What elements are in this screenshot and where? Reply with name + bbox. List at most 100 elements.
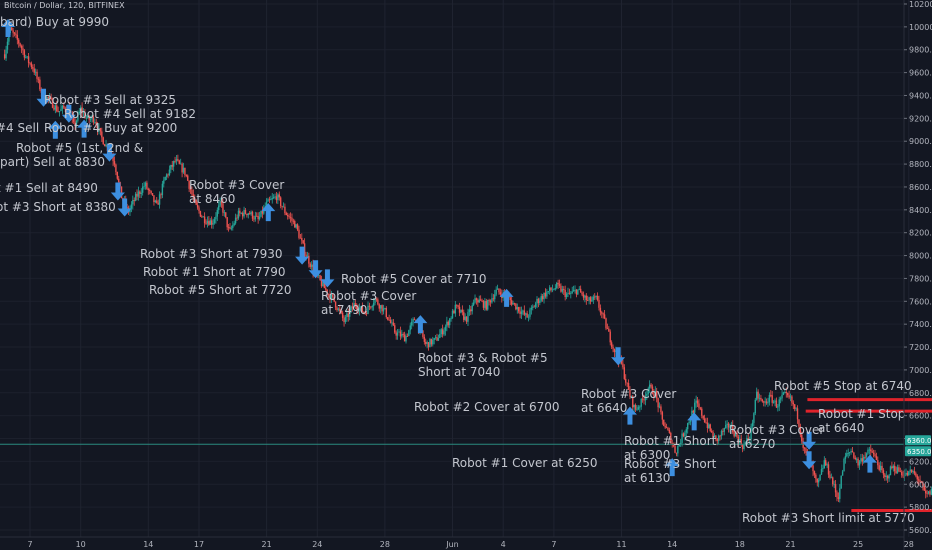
candle-body [184, 167, 186, 175]
candle-body [560, 285, 562, 292]
candle-body [102, 137, 104, 145]
candle-body [777, 406, 779, 408]
y-tick-label: 6800.0 [909, 389, 932, 398]
candle-body [305, 254, 307, 257]
candle-body [375, 298, 378, 300]
candle-body [327, 294, 330, 295]
candle-body [46, 96, 48, 101]
candle-body [82, 112, 85, 114]
candle-body [225, 212, 227, 218]
candle-body [296, 224, 299, 230]
candle-body [874, 454, 876, 457]
candle-body [664, 425, 666, 428]
candle-body [465, 316, 468, 322]
candle-body [495, 289, 497, 295]
candle-body [247, 213, 249, 216]
buy-arrow-icon [862, 454, 877, 473]
candle-body [298, 229, 300, 238]
level-label: Robot #1 Stop [818, 407, 905, 421]
candle-body [694, 402, 696, 413]
candle-body [336, 307, 338, 311]
candle-body [323, 281, 326, 289]
candle-body [512, 303, 514, 305]
candle-body [233, 223, 235, 226]
candle-body [661, 412, 664, 420]
candle-body [147, 188, 149, 191]
candle-body [588, 297, 590, 301]
candle-body [219, 201, 221, 206]
candle-body [523, 310, 526, 315]
candle-body [456, 304, 458, 306]
candle-body [632, 396, 634, 408]
candle-body [436, 337, 438, 341]
candle-body [926, 493, 928, 495]
candle-body [848, 452, 851, 454]
candle-body [254, 215, 257, 220]
candle-body [5, 49, 7, 59]
candle-body [881, 465, 883, 471]
candle-body [12, 30, 14, 33]
candle-body [394, 325, 396, 333]
candle-body [746, 438, 748, 443]
candle-body [716, 438, 718, 442]
candle-body [481, 300, 483, 302]
candle-body [623, 367, 626, 379]
candle-body [310, 264, 313, 267]
annotation-label: t #1 Sell at 8490 [0, 181, 98, 195]
candle-body [920, 482, 923, 484]
candle-body [888, 475, 890, 479]
candle-body [758, 398, 761, 399]
candle-body [218, 205, 220, 210]
candle-body [712, 431, 714, 438]
candle-body [278, 194, 280, 198]
candle-body [330, 294, 333, 300]
buy-arrow-icon [261, 203, 276, 222]
candle-body [581, 292, 583, 295]
candle-body [750, 426, 752, 440]
annotation-label: ot #3 Short at 8380 [0, 200, 116, 214]
candle-body [558, 284, 561, 286]
buy-arrow-icon [622, 406, 637, 425]
candle-body [705, 422, 707, 423]
candle-body [923, 485, 925, 491]
candle-body [265, 201, 268, 207]
candle-body [243, 210, 245, 217]
candle-body [640, 398, 642, 407]
candle-body [472, 302, 475, 306]
candle-body [812, 465, 814, 472]
candle-body [346, 313, 348, 318]
candle-body [820, 469, 823, 475]
candle-body [74, 121, 76, 126]
candle-body [702, 415, 704, 419]
candle-body [553, 289, 555, 291]
candle-body [482, 301, 485, 308]
candle-body [785, 391, 787, 394]
candle-body [382, 308, 385, 312]
candle-body [309, 263, 311, 267]
x-tick-label: 14 [143, 540, 153, 549]
candle-body [332, 294, 334, 297]
candle-body [625, 378, 627, 383]
candle-body [240, 213, 242, 214]
candle-body [406, 336, 409, 337]
candle-body [582, 294, 585, 298]
candle-body [713, 435, 716, 438]
candle-body [761, 399, 764, 402]
candle-body [277, 194, 279, 201]
candle-body [494, 294, 496, 300]
candle-body [526, 313, 528, 318]
candle-body [471, 305, 473, 312]
y-tick-label: 9000.0 [909, 137, 932, 146]
annotation-label: Robot #1 Short [624, 434, 717, 448]
candle-body [203, 216, 206, 224]
candle-body [901, 471, 903, 476]
candle-body [548, 287, 551, 292]
candle-body [81, 107, 83, 113]
x-tick-label: 7 [551, 540, 556, 549]
candle-body [715, 435, 717, 439]
candle-body [410, 321, 413, 326]
candle-body [656, 390, 658, 399]
candle-body [701, 408, 703, 416]
